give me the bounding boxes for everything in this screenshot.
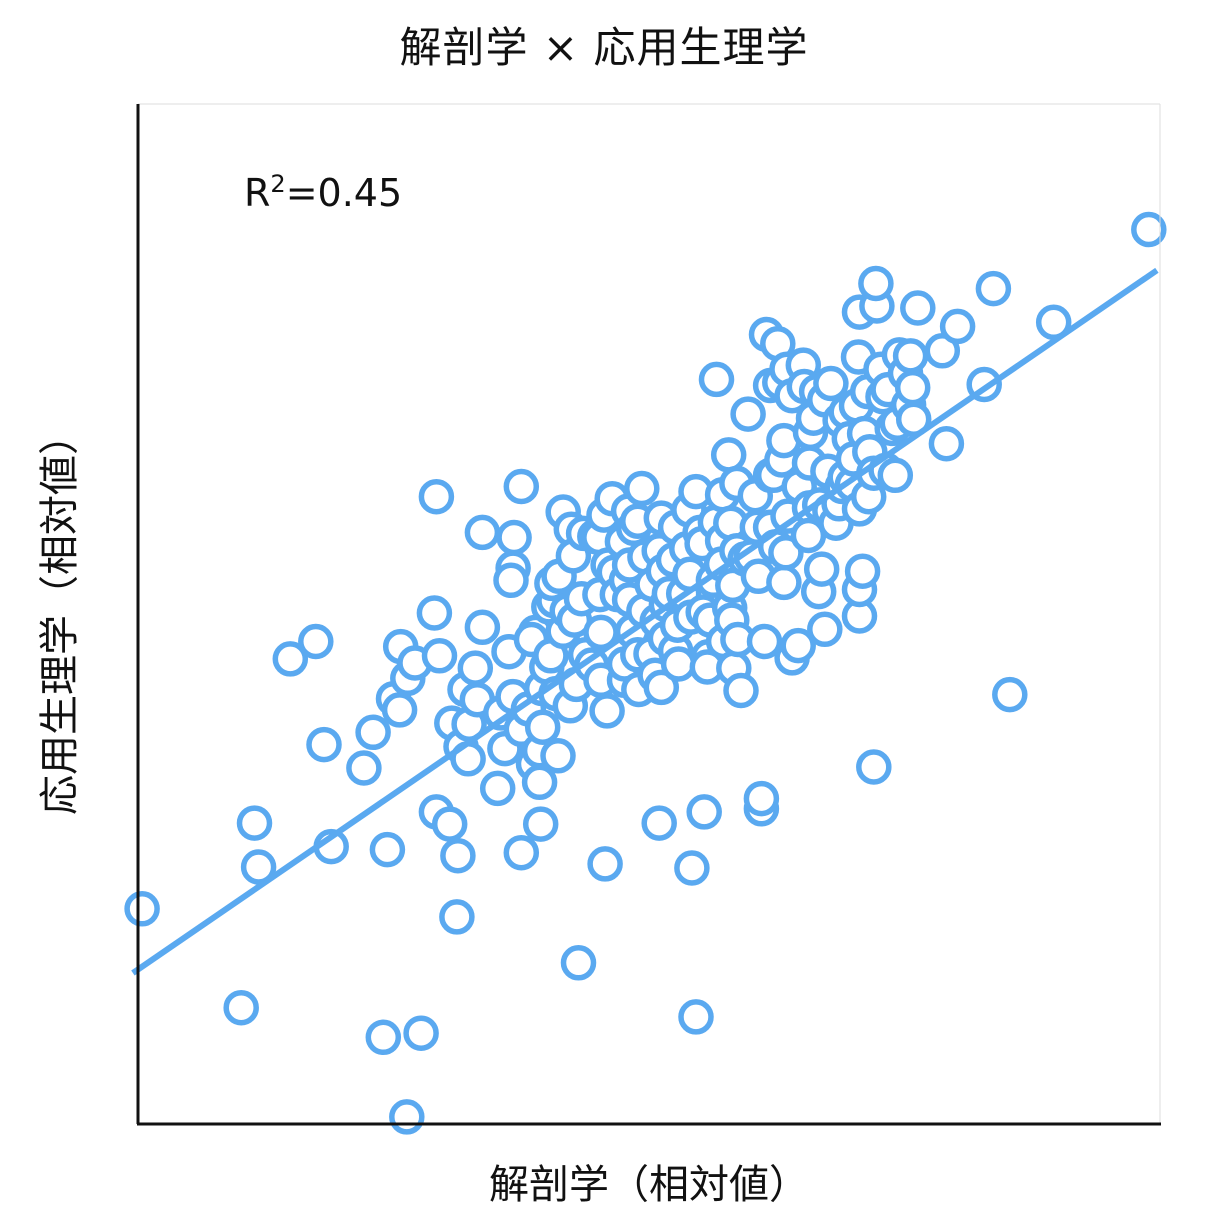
data-point [698, 361, 735, 398]
data-point [858, 265, 894, 302]
data-point [306, 726, 342, 763]
data-point [493, 562, 529, 599]
data-point [856, 749, 892, 785]
data-point [746, 623, 783, 660]
data-point [780, 627, 816, 664]
data-point [440, 837, 476, 874]
data-point [723, 672, 759, 709]
data-point [643, 669, 680, 706]
data-point [892, 338, 929, 374]
data-point [503, 834, 540, 871]
data-point [894, 369, 931, 406]
data-point [975, 270, 1012, 307]
y-axis-label: 応用生理学（相対値） [37, 415, 83, 815]
data-point [464, 609, 501, 646]
data-point [686, 794, 722, 830]
data-point [496, 519, 532, 556]
data-point [560, 945, 597, 981]
data-point [522, 806, 559, 842]
data-point [803, 551, 840, 587]
data-point [365, 1019, 402, 1056]
data-point [524, 709, 561, 745]
data-point [624, 470, 660, 507]
data-point [641, 805, 677, 841]
data-point [355, 714, 391, 751]
data-point [298, 623, 334, 660]
data-point [124, 891, 160, 927]
data-point [421, 638, 458, 674]
data-point [503, 468, 540, 505]
data-point [660, 646, 697, 682]
data-point [768, 535, 804, 571]
data-point [743, 780, 780, 817]
data-point [1131, 211, 1167, 248]
data-point [807, 611, 843, 648]
data-point [589, 693, 625, 729]
data-point [900, 290, 936, 326]
data-point [479, 770, 516, 807]
data-point [457, 650, 494, 686]
data-point [439, 899, 475, 935]
data-point [844, 553, 881, 589]
data-point [710, 437, 747, 473]
data-point [674, 850, 710, 886]
data-point [939, 308, 976, 345]
data-point [272, 641, 309, 677]
data-point [416, 595, 453, 631]
data-point [678, 999, 714, 1035]
data-point [766, 564, 802, 601]
data-point [464, 514, 501, 551]
data-point [813, 365, 849, 402]
data-point [418, 478, 455, 515]
trend-line [131, 267, 1159, 976]
data-point [992, 676, 1028, 713]
data-point [431, 806, 468, 842]
data-point [223, 989, 259, 1026]
data-point [346, 750, 382, 786]
data-point [730, 396, 766, 432]
data-point [928, 425, 965, 462]
data-point [236, 805, 273, 841]
data-point [369, 831, 406, 868]
data-point [240, 849, 277, 885]
data-point [1035, 304, 1072, 341]
data-point [521, 764, 558, 801]
data-point [587, 846, 623, 882]
data-point [924, 333, 961, 369]
data-point [540, 738, 576, 774]
data-point [403, 1015, 439, 1051]
data-point [381, 692, 418, 728]
data-point [877, 457, 914, 494]
data-point [389, 1099, 425, 1135]
r-squared-annotation: R2=0.45 [244, 170, 402, 215]
x-axis-label: 解剖学（相対値） [489, 1162, 809, 1208]
chart-title: 解剖学 × 応用生理学 [399, 23, 809, 72]
